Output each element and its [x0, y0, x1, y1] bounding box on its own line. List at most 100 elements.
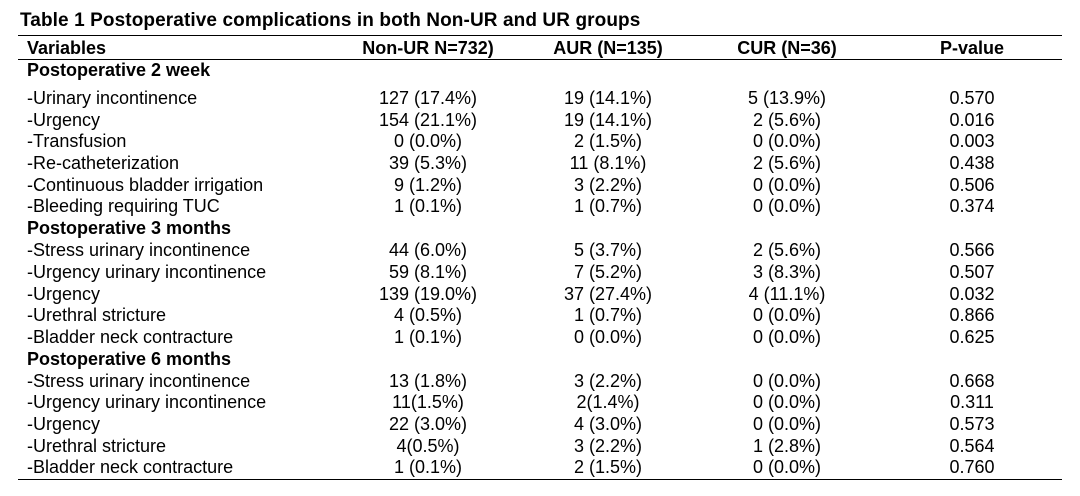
aur-cell: 2 (1.5%)	[573, 131, 643, 152]
table-row: -Urgency 154 (21.1%) 19 (14.1%) 2 (5.6%) 0.0…	[0, 110, 1080, 132]
section-label: Postoperative 6 months	[27, 348, 232, 369]
table-row: -Re-catheterization 39 (5.3%) 11 (8.1%) 2 (…	[0, 153, 1080, 175]
aur-cell: 4 (3.0%)	[573, 413, 643, 434]
non-ur-cell: 1 (0.1%)	[393, 196, 463, 217]
non-ur-cell: 154 (21.1%)	[378, 109, 478, 130]
section-header-row: Postoperative 2 week	[0, 60, 1080, 88]
variable-cell: -Stress urinary incontinence	[27, 370, 251, 391]
p-value-cell: 0.016	[949, 109, 995, 130]
cur-cell: 3 (8.3%)	[752, 261, 822, 282]
cur-cell: 2 (5.6%)	[752, 153, 822, 174]
cur-cell: 4 (11.1%)	[748, 283, 826, 304]
table-row: -Bleeding requiring TUC 1 (0.1%) 1 (0.7%) 0…	[0, 196, 1080, 218]
table-top-rule	[18, 35, 1062, 36]
section-header-row: Postoperative 6 months	[0, 349, 1080, 371]
variable-cell: -Transfusion	[27, 131, 127, 152]
variable-cell: -Urgency urinary incontinence	[27, 392, 267, 413]
table-row: -Transfusion 0 (0.0%) 2 (1.5%) 0 (0.0%) 0.00…	[0, 131, 1080, 153]
p-value-cell: 0.570	[949, 88, 995, 108]
aur-cell: 19 (14.1%)	[563, 109, 653, 130]
non-ur-cell: 127 (17.4%)	[378, 88, 478, 108]
non-ur-cell: 1 (0.1%)	[393, 326, 463, 347]
table-row: -Bladder neck contracture 1 (0.1%) 2 (1.5%…	[0, 457, 1080, 479]
table-row: -Urgency urinary incontinence 11(1.5%) 2(1…	[0, 392, 1080, 414]
table-row: -Stress urinary incontinence 44 (6.0%) 5 (…	[0, 240, 1080, 262]
p-value-cell: 0.507	[949, 261, 995, 282]
table-row: -Urethral stricture 4 (0.5%) 1 (0.7%) 0 (0.…	[0, 305, 1080, 327]
cur-cell: 0 (0.0%)	[752, 413, 822, 434]
aur-cell: 37 (27.4%)	[563, 283, 653, 304]
p-value-cell: 0.573	[949, 413, 995, 434]
aur-cell: 3 (2.2%)	[573, 370, 643, 391]
cur-cell: 2 (5.6%)	[752, 109, 822, 130]
cur-cell: 0 (0.0%)	[752, 174, 822, 195]
variable-cell: -Re-catheterization	[27, 153, 180, 174]
aur-cell: 3 (2.2%)	[573, 435, 643, 456]
non-ur-cell: 1 (0.1%)	[393, 457, 463, 478]
table-row: -Urgency urinary incontinence 59 (8.1%) 7 …	[0, 262, 1080, 284]
section-label: Postoperative 3 months	[27, 218, 232, 239]
variable-cell: -Urethral stricture	[27, 435, 167, 456]
variable-cell: -Urethral stricture	[27, 305, 167, 326]
non-ur-cell: 44 (6.0%)	[388, 240, 468, 261]
variable-cell: -Stress urinary incontinence	[27, 240, 251, 261]
header-variables: Variables	[27, 38, 107, 58]
non-ur-cell: 9 (1.2%)	[393, 174, 463, 195]
table-header-rule	[18, 59, 1062, 60]
non-ur-cell: 139 (19.0%)	[378, 283, 478, 304]
cur-cell: 0 (0.0%)	[752, 305, 822, 326]
cur-cell: 0 (0.0%)	[752, 457, 822, 478]
table-row: -Bladder neck contracture 1 (0.1%) 0 (0.0%…	[0, 327, 1080, 349]
cur-cell: 0 (0.0%)	[752, 326, 822, 347]
variable-cell: -Urgency	[27, 283, 101, 304]
variable-cell: -Continuous bladder irrigation	[27, 174, 264, 195]
p-value-cell: 0.003	[949, 131, 995, 152]
cur-cell: 2 (5.6%)	[752, 240, 822, 261]
p-value-cell: 0.032	[949, 283, 995, 304]
section-label: Postoperative 2 week	[27, 60, 211, 80]
table-bottom-rule	[18, 479, 1062, 480]
p-value-cell: 0.760	[949, 457, 995, 478]
table-row: -Urgency 22 (3.0%) 4 (3.0%) 0 (0.0%) 0.573	[0, 414, 1080, 436]
table-row: -Stress urinary incontinence 13 (1.8%) 3 (…	[0, 371, 1080, 393]
non-ur-cell: 11(1.5%)	[392, 392, 464, 413]
cur-cell: 0 (0.0%)	[752, 131, 822, 152]
non-ur-cell: 13 (1.8%)	[388, 370, 468, 391]
table-row: -Urethral stricture 4(0.5%) 3 (2.2%) 1 (2.8…	[0, 436, 1080, 458]
cur-cell: 1 (2.8%)	[752, 435, 822, 456]
aur-cell: 19 (14.1%)	[563, 88, 653, 108]
header-cur: CUR (N=36)	[737, 38, 837, 58]
aur-cell: 3 (2.2%)	[573, 174, 643, 195]
p-value-cell: 0.564	[949, 435, 995, 456]
aur-cell: 2(1.4%)	[576, 392, 640, 413]
p-value-cell: 0.668	[949, 370, 995, 391]
cur-cell: 0 (0.0%)	[752, 196, 822, 217]
aur-cell: 7 (5.2%)	[573, 261, 643, 282]
aur-cell: 2 (1.5%)	[573, 457, 643, 478]
aur-cell: 5 (3.7%)	[573, 240, 643, 261]
p-value-cell: 0.866	[949, 305, 995, 326]
table-body: Postoperative 2 week -Urinary incontinenc…	[0, 60, 1080, 479]
aur-cell: 0 (0.0%)	[573, 326, 643, 347]
p-value-cell: 0.566	[949, 240, 995, 261]
header-aur: AUR (N=135)	[553, 38, 663, 58]
table-caption: Table 1 Postoperative complications in b…	[20, 10, 641, 31]
variable-cell: -Bleeding requiring TUC	[27, 196, 220, 217]
p-value-cell: 0.438	[949, 153, 995, 174]
non-ur-cell: 39 (5.3%)	[388, 153, 468, 174]
aur-cell: 1 (0.7%)	[573, 305, 643, 326]
variable-cell: -Urgency	[27, 109, 101, 130]
p-value-cell: 0.374	[949, 196, 995, 217]
variable-cell: -Urgency	[27, 413, 101, 434]
table-header-row: Variables Non-UR N=732) AUR (N=135) CUR …	[0, 38, 1080, 59]
variable-cell: -Urgency urinary incontinence	[27, 261, 267, 282]
p-value-cell: 0.311	[950, 392, 994, 413]
non-ur-cell: 4(0.5%)	[396, 435, 460, 456]
section-header-row: Postoperative 3 months	[0, 218, 1080, 240]
non-ur-cell: 0 (0.0%)	[393, 131, 463, 152]
header-non-ur: Non-UR N=732)	[362, 38, 494, 58]
non-ur-cell: 59 (8.1%)	[388, 261, 468, 282]
table-row: -Continuous bladder irrigation 9 (1.2%) 3 …	[0, 175, 1080, 197]
aur-cell: 1 (0.7%)	[573, 196, 643, 217]
header-p-value: P-value	[939, 38, 1005, 58]
